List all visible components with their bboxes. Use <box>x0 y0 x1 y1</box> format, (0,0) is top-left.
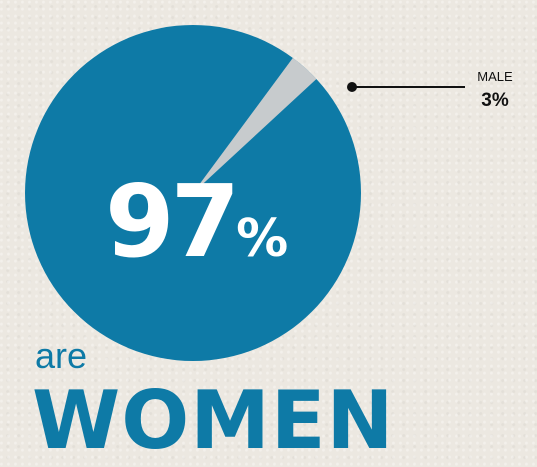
women-percent-symbol: % <box>236 209 289 269</box>
male-callout-value: 3% <box>481 90 509 111</box>
male-callout-label: MALE <box>477 69 513 84</box>
pie-slice-male <box>193 57 317 194</box>
are-text: are <box>35 335 88 376</box>
male-leader-dot <box>347 82 357 92</box>
women-text: WOMEN <box>32 374 395 467</box>
women-percent-label: 97% <box>105 172 288 272</box>
women-percent-number: 97 <box>105 163 240 280</box>
